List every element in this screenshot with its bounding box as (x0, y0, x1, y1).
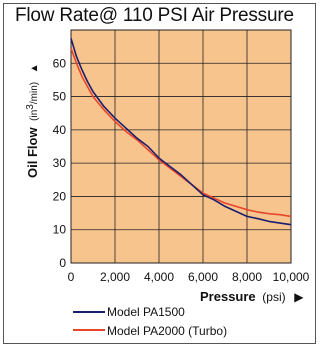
x-tick-label: 0 (68, 270, 75, 284)
x-axis-label: Pressure (psi) ▶ (200, 289, 304, 304)
x-tick-label: 6,000 (188, 270, 218, 284)
series-lines (70, 38, 292, 226)
y-tick-label: 10 (53, 223, 67, 237)
series-line-pa2000 (70, 48, 292, 218)
y-axis-arrow-icon: ▲ (29, 63, 40, 73)
chart-title: Flow Rate@ 110 PSI Air Pressure (15, 5, 294, 26)
y-tick-label: 20 (53, 189, 67, 203)
series-line-pa1500 (70, 38, 292, 226)
y-tick-label: 0 (59, 256, 66, 270)
plot-area (70, 29, 292, 264)
x-tick-labels: 0 2,000 4,000 6,000 8,000 10,000 (68, 270, 310, 284)
y-tick-label: 60 (53, 56, 67, 70)
legend: Model PA1500 Model PA2000 (Turbo) (73, 305, 227, 338)
y-axis-label-unit-sup: 3 (25, 104, 36, 110)
legend-label-pa2000: Model PA2000 (Turbo) (107, 324, 227, 338)
x-tick-label: 10,000 (273, 270, 310, 284)
x-axis-arrow-icon: ▶ (294, 290, 304, 304)
y-tick-label: 50 (53, 90, 67, 104)
y-axis-label: Oil Flow (in3/min) ▲ (25, 63, 40, 178)
legend-label-pa1500: Model PA1500 (107, 305, 185, 319)
y-axis-label-unit-prefix: (in (29, 110, 40, 121)
y-axis-label-unit-suffix: /min) (29, 82, 40, 104)
x-tick-label: 8,000 (232, 270, 262, 284)
y-tick-label: 30 (53, 156, 67, 170)
x-axis-label-unit: (psi) (262, 290, 285, 304)
y-tick-labels: 0 10 20 30 40 50 60 (53, 56, 67, 270)
y-tick-label: 40 (53, 123, 67, 137)
x-axis-label-main: Pressure (200, 289, 256, 304)
x-tick-label: 4,000 (144, 270, 174, 284)
grid-lines (70, 29, 292, 264)
y-axis-label-main: Oil Flow (25, 127, 40, 178)
x-tick-label: 2,000 (100, 270, 130, 284)
